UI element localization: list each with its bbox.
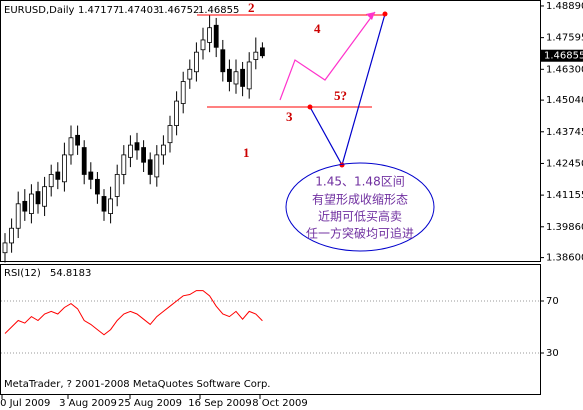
- candle-body: [134, 142, 140, 151]
- candle-body: [147, 159, 153, 175]
- candle-body: [68, 137, 74, 156]
- y-tick-label: 30: [546, 348, 559, 359]
- candle-body: [42, 186, 47, 207]
- arrow-head: [366, 12, 375, 20]
- candle-body: [253, 51, 259, 60]
- y-tick-label: 70: [546, 296, 559, 307]
- candle-body: [81, 147, 87, 175]
- candle-body: [48, 174, 54, 188]
- annotation: 2: [248, 0, 255, 15]
- candle-body: [15, 203, 21, 229]
- annotation: 3: [286, 109, 293, 124]
- candle-body: [22, 200, 28, 212]
- x-tick-label: 3 Aug 2009: [59, 398, 117, 409]
- candle-body: [28, 193, 34, 214]
- x-tick-label: 8 Oct 2009: [252, 398, 307, 409]
- y-tick-label: 1.48890: [546, 1, 583, 12]
- candle-body: [246, 61, 252, 90]
- copyright: MetaTrader, ? 2001-2008 MetaQuotes Softw…: [4, 379, 270, 390]
- candle-body: [160, 144, 166, 156]
- price-frame: [0, 0, 541, 262]
- note: 1.45、1.48区间: [315, 175, 404, 189]
- note: 任一方突破均可追进: [306, 226, 414, 241]
- x-tick-label: 25 Aug 2009: [118, 398, 182, 409]
- candle-body: [220, 49, 226, 73]
- y-tick-label: 1.46300: [546, 64, 583, 75]
- header-value: 1.46855: [198, 5, 239, 16]
- candle-body: [187, 68, 193, 80]
- symbol: EURUSD,Daily: [4, 5, 75, 16]
- candle-body: [141, 147, 147, 163]
- y-tick-label: 1.43745: [546, 127, 583, 138]
- candle-body: [200, 39, 206, 51]
- candle-body: [174, 100, 180, 126]
- candle-body: [55, 171, 61, 180]
- candle-body: [2, 242, 8, 254]
- rsi-line: [4, 290, 263, 336]
- x-tick-label: 10 Jul 2009: [0, 398, 50, 409]
- candle-body: [121, 154, 127, 175]
- note-ellipse: [285, 162, 435, 252]
- annotation: 1: [243, 145, 250, 160]
- candle-body: [62, 154, 67, 183]
- y-tick-label: 1.39860: [546, 222, 583, 233]
- candle-body: [207, 27, 213, 43]
- candle-body: [9, 227, 15, 244]
- candle-body: [127, 144, 133, 158]
- candle-body: [108, 198, 113, 214]
- projection-path: [279, 11, 376, 101]
- point: [307, 104, 313, 110]
- candle-body: [240, 68, 246, 87]
- header-value: 1.47177: [78, 5, 119, 16]
- candle-body: [35, 191, 41, 205]
- rsi-frame: [0, 264, 541, 395]
- header-value: 1.47403: [118, 5, 159, 16]
- candle-body: [259, 47, 265, 57]
- candle-body: [213, 24, 219, 48]
- price-tag-label: 1.46855: [544, 51, 583, 62]
- point: [339, 162, 345, 168]
- x-tick-label: 16 Sep 2009: [188, 398, 251, 409]
- candle-body: [180, 81, 186, 104]
- rsi-value: 54.8183: [50, 268, 91, 279]
- candle-body: [75, 134, 80, 146]
- candle-body: [193, 51, 199, 73]
- candle-body: [167, 125, 173, 144]
- candle-body: [114, 174, 120, 197]
- rsi-title: RSI(12): [4, 268, 41, 279]
- note: 有望形成收缩形态: [312, 192, 408, 207]
- candle-body: [88, 171, 94, 180]
- price-tag: [541, 49, 583, 62]
- y-tick-label: 1.38600: [546, 253, 583, 264]
- candle-body: [226, 68, 232, 82]
- point: [382, 11, 388, 17]
- candle-body: [154, 154, 160, 178]
- candle-body: [101, 196, 107, 212]
- y-tick-label: 1.42450: [546, 158, 583, 169]
- annotation: 5?: [334, 88, 347, 103]
- y-tick-label: 1.47595: [546, 33, 583, 44]
- y-tick-label: 1.41155: [546, 190, 583, 201]
- candle-body: [233, 71, 239, 85]
- candle-body: [95, 178, 100, 195]
- y-tick-label: 1.45040: [546, 95, 583, 106]
- note: 近期可低买高卖: [318, 209, 402, 224]
- header-value: 1.46752: [158, 5, 199, 16]
- annotation: 4: [314, 21, 321, 36]
